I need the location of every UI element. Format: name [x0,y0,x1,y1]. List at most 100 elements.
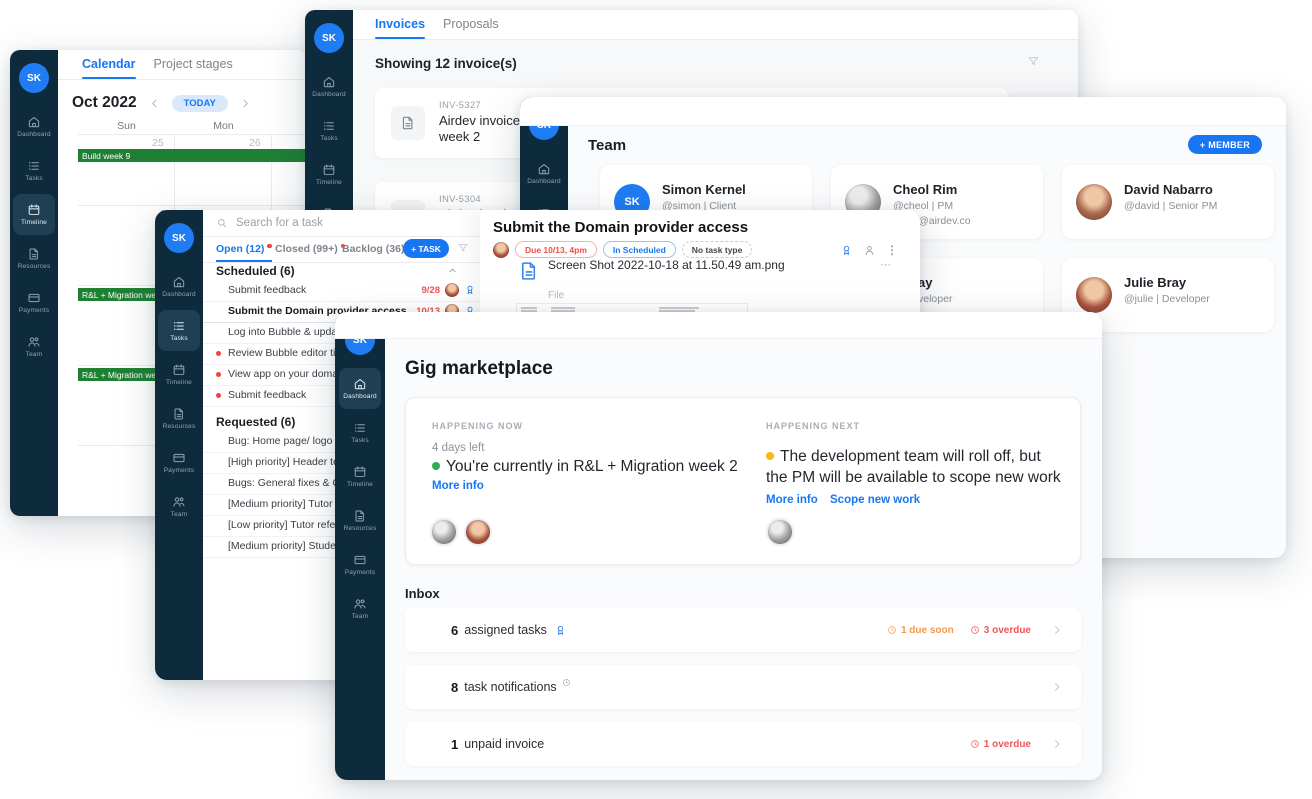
chevron-right-icon[interactable] [1051,738,1063,750]
date-label: 26 [249,137,261,149]
next-month-icon[interactable] [240,98,251,109]
sidebar-item-resources[interactable]: Resources [158,398,200,439]
clock-icon [887,625,897,635]
event-bar-build-week[interactable]: Build week 9 [78,149,307,162]
sidebar-item-payments[interactable]: Payments [13,282,55,323]
inbox-row-task-notifications[interactable]: 8 task notifications [405,665,1081,709]
sidebar-item-dashboard[interactable]: Dashboard [158,266,200,307]
member-handle: veloper [918,293,953,305]
due-pill[interactable]: Due 10/13, 4pm [515,241,597,258]
avatar[interactable] [464,518,492,546]
status-pill[interactable]: In Scheduled [602,241,676,258]
invoices-count-label: Showing 12 invoice(s) [375,56,517,71]
calendar-cell[interactable] [78,135,175,206]
award-icon[interactable] [840,244,853,257]
more-info-link[interactable]: More info [432,480,484,492]
label: task notifications [464,680,557,694]
assignee-avatar[interactable] [493,241,509,258]
status-amber-dot [766,452,774,460]
tab-invoices[interactable]: Invoices [375,17,426,39]
chevron-right-icon[interactable] [1051,624,1063,636]
list-icon [353,421,367,435]
avatar[interactable]: SK [314,23,344,53]
sidebar-item-tasks[interactable]: Tasks [308,110,350,151]
sidebar-item-timeline[interactable]: Timeline [308,154,350,195]
tab-bar: Invoices Proposals [353,10,1078,40]
task-row[interactable]: Submit feedback 9/28 [203,280,480,302]
list-icon [172,319,186,333]
due-soon-badge: 1 due soon [887,625,954,636]
overdue-dot [216,372,221,377]
chevron-up-icon[interactable] [447,265,458,276]
sidebar-item-payments[interactable]: Payments [339,544,381,585]
attachment-name[interactable]: Screen Shot 2022-10-18 at 11.50.49 am.pn… [548,258,785,272]
more-info-link[interactable]: More info [766,494,818,506]
alert-dot [340,243,346,248]
scope-new-work-link[interactable]: Scope new work [830,494,921,506]
tab-closed[interactable]: Closed (99+) [275,243,346,255]
task-search[interactable]: Search for a task [203,210,480,237]
avatar [1076,277,1112,313]
team-member-card[interactable]: Julie Bray @julie | Developer [1062,258,1274,332]
weekday-sun: Sun [117,120,136,132]
happening-now-caption: HAPPENING NOW [432,421,524,431]
member-handle: @julie | Developer [1124,293,1210,305]
kebab-menu-icon[interactable]: ⋮ [886,243,898,257]
sidebar-item-tasks[interactable]: Tasks [158,310,200,351]
inbox-row-unpaid-invoice[interactable]: 1 unpaid invoice 1 overdue [405,722,1081,766]
sidebar-item-dashboard[interactable]: Dashboard [523,153,565,194]
clock-icon [970,739,980,749]
avatar[interactable]: SK [164,223,194,253]
person-icon[interactable] [863,244,876,257]
count: 6 [451,622,459,638]
sidebar-item-dashboard[interactable]: Dashboard [13,106,55,147]
happening-now-headline: You're currently in R&L + Migration week… [432,456,752,477]
member-name: David Nabarro [1124,182,1213,197]
clock-icon [970,625,980,635]
home-icon [537,162,551,176]
sidebar-item-timeline[interactable]: Timeline [158,354,200,395]
sidebar: SK Dashboard Tasks Timeline Resources Pa… [155,210,203,680]
tab-open[interactable]: Open (12) [216,243,272,262]
sidebar: SK Dashboard Tasks Timeline Resources Pa… [335,312,385,780]
avatar[interactable]: SK [19,63,49,93]
task-type-pill[interactable]: No task type [681,241,753,258]
sidebar-item-team[interactable]: Team [158,486,200,527]
sidebar-item-team[interactable]: Team [13,326,55,367]
inbox-row-assigned-tasks[interactable]: 6 assigned tasks 1 due soon 3 overdue [405,608,1081,652]
sidebar-item-team[interactable]: Team [339,588,381,629]
chevron-right-icon[interactable] [1051,681,1063,693]
sidebar-item-resources[interactable]: Resources [13,238,55,279]
sidebar-item-timeline[interactable]: Timeline [13,194,55,235]
sidebar-item-tasks[interactable]: Tasks [13,150,55,191]
add-task-button[interactable]: + TASK [403,239,449,258]
tab-backlog[interactable]: Backlog (36) [342,243,405,255]
page-title: Team [588,137,627,154]
tab-project-stages[interactable]: Project stages [153,57,233,71]
sidebar-item-resources[interactable]: Resources [339,500,381,541]
today-button[interactable]: TODAY [171,94,228,112]
filter-icon[interactable] [1027,55,1040,68]
tab-calendar[interactable]: Calendar [82,57,136,79]
credit-card-icon [172,451,186,465]
calendar-icon [322,163,336,177]
filter-icon[interactable] [457,242,469,254]
section-scheduled: Scheduled (6) [216,264,295,278]
sidebar-item-dashboard[interactable]: Dashboard [339,368,381,409]
calendar-cell[interactable] [272,135,307,206]
sidebar-item-timeline[interactable]: Timeline [339,456,381,497]
happening-next-headline: The development team will roll off, but … [766,448,1061,486]
home-icon [172,275,186,289]
avatar[interactable] [430,518,458,546]
add-member-button[interactable]: + MEMBER [1187,135,1262,154]
prev-month-icon[interactable] [149,98,160,109]
avatar[interactable] [766,518,794,546]
kebab-menu-icon[interactable]: ⋯ [880,259,892,271]
sidebar-item-tasks[interactable]: Tasks [339,412,381,453]
sidebar-item-dashboard[interactable]: Dashboard [308,66,350,107]
team-member-card[interactable]: David Nabarro @david | Senior PM [1062,165,1274,239]
calendar-cell[interactable] [175,135,272,206]
tab-proposals[interactable]: Proposals [443,17,499,31]
credit-card-icon [353,553,367,567]
sidebar-item-payments[interactable]: Payments [158,442,200,483]
